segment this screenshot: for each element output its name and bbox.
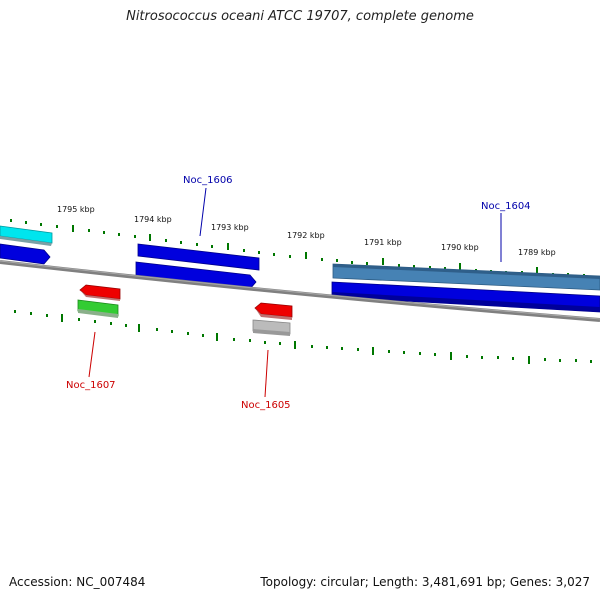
kbp-label-1791: 1791 kbp: [364, 238, 402, 247]
inner-major-ticks: [61, 314, 530, 364]
accession-text: Accession: NC_007484: [9, 575, 146, 589]
gene-noc-1606-lower[interactable]: [135, 261, 257, 290]
gene-noc-1606-upper[interactable]: [137, 243, 260, 271]
kbp-label-1795: 1795 kbp: [57, 205, 95, 214]
kbp-label-1793: 1793 kbp: [211, 223, 249, 232]
inner-tick-dots: [14, 310, 592, 363]
inner-tick-ring: [14, 310, 592, 364]
gene-label-noc-1606[interactable]: Noc_1606: [183, 175, 233, 186]
outer-tick-ring: [10, 219, 585, 277]
outer-major-ticks: [72, 225, 538, 274]
reverse-strand-features: [77, 284, 293, 336]
gene-label-noc-1607[interactable]: Noc_1607: [66, 380, 116, 391]
genome-summary-text: Topology: circular; Length: 3,481,691 bp…: [260, 575, 590, 589]
gene-blue-left[interactable]: [0, 243, 51, 265]
gene-label-noc-1605[interactable]: Noc_1605: [241, 400, 291, 411]
kbp-label-1792: 1792 kbp: [287, 231, 325, 240]
kbp-label-1790: 1790 kbp: [441, 243, 479, 252]
gene-label-noc-1604[interactable]: Noc_1604: [481, 201, 531, 212]
kbp-label-1789: 1789 kbp: [518, 248, 556, 257]
kbp-label-1794: 1794 kbp: [134, 215, 172, 224]
forward-strand-features: [0, 225, 600, 313]
outer-tick-dots: [10, 219, 585, 277]
leader-noc-1607: [88, 331, 96, 378]
leader-noc-1605: [264, 349, 269, 398]
map-title: Nitrosococcus oceani ATCC 19707, complet…: [126, 9, 474, 24]
genome-backbone: [0, 260, 600, 322]
leader-noc-1606: [199, 187, 207, 237]
